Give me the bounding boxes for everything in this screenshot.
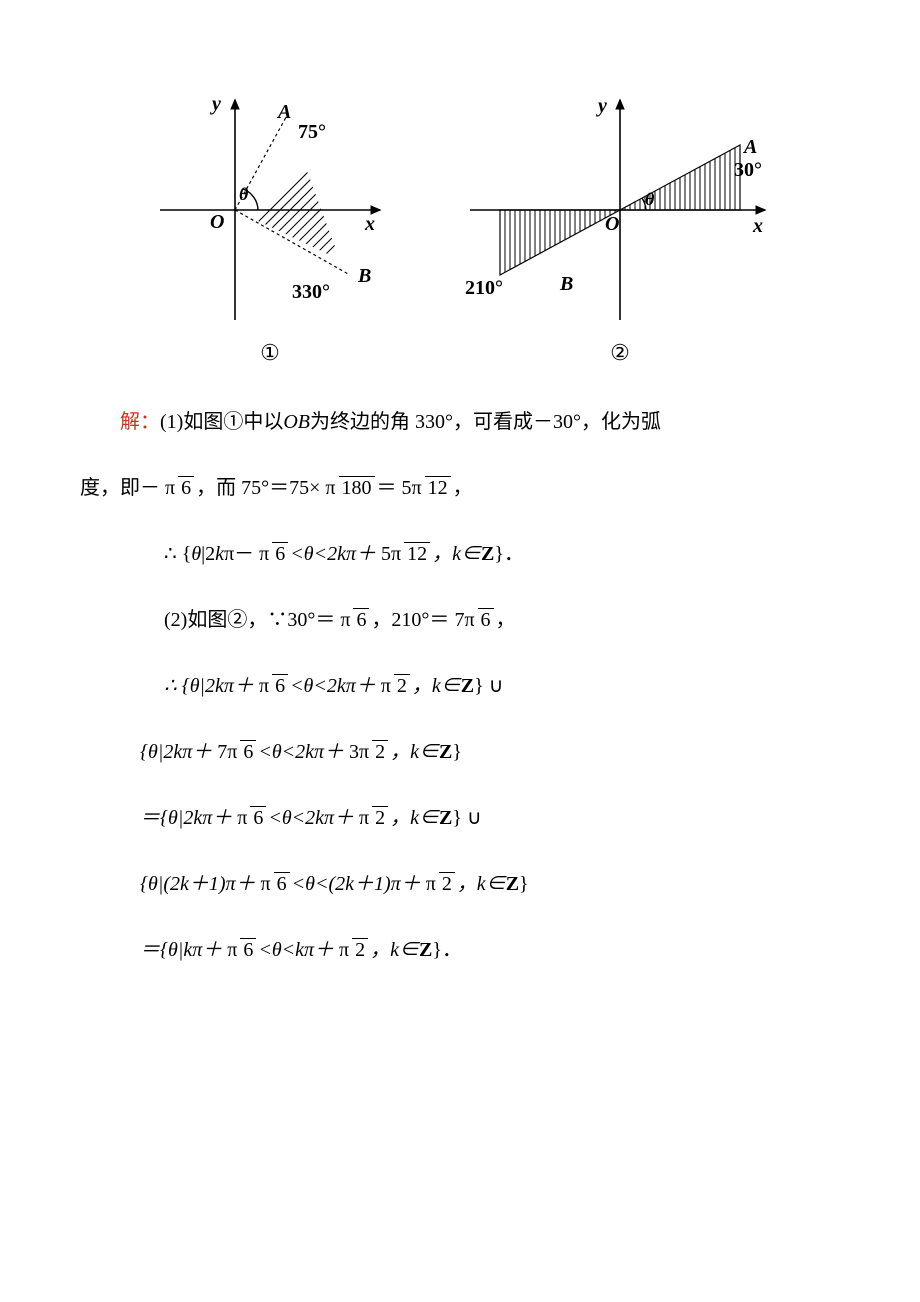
solution-p7: ＝{θ|2kπ＋ π6 <θ<2kπ＋ π2 ，k∈ Z } ∪ bbox=[80, 790, 840, 846]
d2-circled-num: ② bbox=[460, 340, 780, 366]
d2-B: B bbox=[559, 273, 573, 295]
d2-A: A bbox=[742, 136, 757, 158]
d2-Adeg: 30° bbox=[734, 159, 762, 181]
diagram-1: O x y A 75° B 330° θ ① bbox=[140, 90, 400, 366]
d1-A: A bbox=[276, 101, 291, 123]
solution-p1: 解： (1)如图①中以 OB 为终边的角 330°，可看成－30°，化为弧 bbox=[80, 394, 840, 450]
diagram-row: O x y A 75° B 330° θ ① bbox=[80, 90, 840, 366]
solution-label: 解： bbox=[120, 394, 160, 450]
solution-p4: (2)如图②，∵30°＝ π6 ，210°＝ 7π6 ， bbox=[80, 592, 840, 648]
d1-y: y bbox=[210, 93, 221, 115]
p2post: ， bbox=[453, 460, 473, 516]
d1-theta: θ bbox=[239, 184, 249, 204]
d2-x: x bbox=[752, 215, 763, 237]
d1-B: B bbox=[357, 265, 371, 287]
p1a: (1)如图①中以 bbox=[160, 394, 283, 450]
d1-Adeg: 75° bbox=[298, 121, 326, 143]
p2pre: 度，即－ bbox=[80, 460, 160, 516]
d2-theta: θ bbox=[645, 189, 655, 209]
p1b: 为终边的角 330°，可看成－30°，化为弧 bbox=[310, 394, 661, 450]
d1-x: x bbox=[364, 213, 375, 235]
p2eq: ＝ bbox=[377, 460, 397, 516]
solution-p8: {θ|(2k＋1)π＋ π6 <θ<(2k＋1)π＋ π2 ，k∈ Z } bbox=[80, 856, 840, 912]
p1ob: OB bbox=[283, 394, 310, 450]
solution-p6: {θ|2kπ＋ 7π6 <θ<2kπ＋ 3π2 ，k∈ Z } bbox=[80, 724, 840, 780]
diagram-2: O x y A 30° B 210° θ ② bbox=[460, 90, 780, 366]
p2mid: ，而 75°＝75× bbox=[196, 460, 320, 516]
solution-p9: ＝{θ|kπ＋ π6 <θ<kπ＋ π2 ，k∈ Z }． bbox=[80, 922, 840, 978]
d1-origin: O bbox=[210, 211, 224, 233]
solution-p5: ∴ {θ|2kπ＋ π6 <θ<2kπ＋ π2 ，k∈ Z } ∪ bbox=[80, 658, 840, 714]
d1-Bdeg: 330° bbox=[292, 281, 330, 303]
d2-y: y bbox=[596, 95, 607, 117]
solution-p2: 度，即－ π6 ，而 75°＝75× π180 ＝ 5π12 ， bbox=[80, 460, 840, 516]
d2-origin: O bbox=[605, 213, 619, 235]
solution-p3: ∴ { θ |2 k π－ π6 <θ<2kπ＋ 5π12 ，k∈ Z }． bbox=[80, 526, 840, 582]
d1-circled-num: ① bbox=[140, 340, 400, 366]
d2-Bdeg: 210° bbox=[465, 277, 503, 299]
